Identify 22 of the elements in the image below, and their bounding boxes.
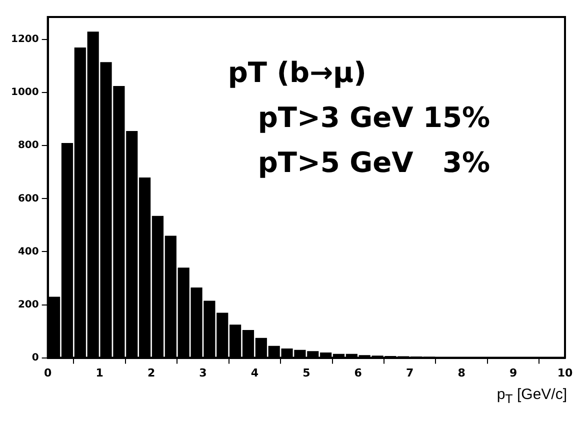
y-tick-label: 1000 bbox=[10, 87, 39, 98]
y-tick-label: 800 bbox=[18, 140, 39, 152]
x-tick-label: 1 bbox=[96, 366, 104, 380]
x-tick-label: 6 bbox=[354, 366, 362, 380]
x-tick-label: 10 bbox=[557, 366, 573, 380]
x-tick-label: 0 bbox=[44, 366, 52, 380]
text: pT (b→μ) bbox=[228, 56, 366, 89]
x-tick-label: 8 bbox=[458, 366, 466, 380]
y-tick-label: 0 bbox=[32, 352, 39, 364]
y-tick-label: 1200 bbox=[10, 34, 39, 46]
x-tick-label: 5 bbox=[302, 366, 310, 380]
x-tick-label: 2 bbox=[147, 366, 156, 380]
y-tick-label: 400 bbox=[18, 246, 39, 258]
y-tick-label: 600 bbox=[18, 193, 39, 204]
x-tick-label: 9 bbox=[509, 366, 518, 380]
x-tick-label: 4 bbox=[250, 366, 259, 380]
y-tick-label: 200 bbox=[18, 299, 39, 310]
annotation: pT>5 GeV 3% bbox=[258, 146, 490, 179]
x-axis-title: p$_{T}$ [GeV/c] bbox=[496, 386, 567, 406]
x-tick-label: 3 bbox=[199, 366, 207, 380]
annotation: pT>3 GeV 15% bbox=[258, 101, 490, 134]
x-tick-label: 7 bbox=[406, 366, 414, 380]
